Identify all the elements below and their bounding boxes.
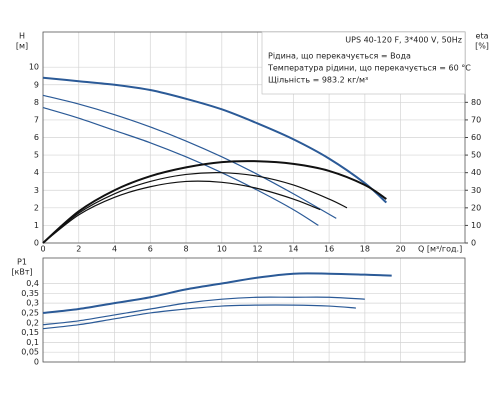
plot-frame	[42, 257, 466, 363]
curve	[42, 304, 356, 330]
y-axis-unit: [кВт]	[11, 268, 32, 277]
y-tick-label: 6	[34, 133, 39, 142]
y2-axis-label: eta	[476, 32, 489, 41]
plot-frame	[42, 31, 466, 244]
curve	[42, 171, 348, 244]
x-tick-label: 8	[184, 245, 189, 254]
x-tick-label: 20	[396, 245, 406, 254]
curve	[42, 296, 365, 326]
y-tick-label: 0,05	[21, 348, 39, 357]
y2-tick-label: 30	[471, 186, 481, 195]
y-tick-label: 1	[34, 221, 39, 230]
x-axis-label: Q [м³/год.]	[418, 245, 462, 254]
x-tick-label: 18	[360, 245, 370, 254]
y-tick-label: 0	[34, 239, 39, 248]
x-tick-label: 16	[324, 245, 334, 254]
y2-tick-label: 50	[471, 151, 481, 160]
y-tick-label: 9	[34, 80, 39, 89]
y-axis-label: H	[19, 32, 25, 41]
curve	[42, 76, 387, 204]
info-box	[261, 31, 466, 95]
x-tick-label: 4	[112, 245, 117, 254]
y2-tick-label: 40	[471, 168, 481, 177]
y-tick-label: 8	[34, 98, 39, 107]
curve	[42, 272, 392, 314]
y-tick-label: 0,2	[26, 318, 39, 327]
x-tick-label: 2	[76, 245, 81, 254]
y-axis-label: P1	[17, 258, 27, 267]
x-tick-label: 0	[40, 245, 45, 254]
y-tick-label: 2	[34, 203, 39, 212]
curve	[42, 94, 337, 219]
annotation: Температура рідини, що перекачується = 6…	[267, 64, 471, 73]
x-tick-label: 6	[148, 245, 153, 254]
y2-tick-label: 60	[471, 133, 481, 142]
y-tick-label: 4	[34, 168, 39, 177]
annotation: Рідина, що перекачується = Вода	[268, 52, 411, 61]
y-tick-label: 7	[34, 115, 39, 124]
y-tick-label: 0,4	[26, 279, 39, 288]
annotation: Щільність = 983.2 кг/м³	[268, 76, 368, 85]
curve	[42, 160, 387, 244]
curve	[42, 180, 321, 244]
y-tick-label: 3	[34, 186, 39, 195]
y-tick-label: 0,25	[21, 308, 39, 317]
y-tick-label: 0,35	[21, 289, 39, 298]
y2-tick-label: 20	[471, 203, 481, 212]
y-tick-label: 0,15	[21, 328, 39, 337]
y-tick-label: 5	[34, 151, 39, 160]
y2-tick-label: 80	[471, 98, 481, 107]
x-tick-label: 10	[217, 245, 227, 254]
y-tick-label: 0,1	[26, 338, 39, 347]
y2-tick-label: 0	[471, 239, 476, 248]
y-tick-label: 10	[29, 63, 39, 72]
x-tick-label: 14	[288, 245, 298, 254]
curve	[42, 107, 319, 226]
y2-axis-unit: [%]	[475, 42, 489, 51]
annotation: UPS 40-120 F, 3*400 V, 50Hz	[345, 36, 462, 45]
y2-tick-label: 70	[471, 115, 481, 124]
y2-tick-label: 10	[471, 221, 481, 230]
y-tick-label: 0,3	[26, 299, 39, 308]
y-axis-unit: [м]	[16, 42, 28, 51]
x-tick-label: 12	[252, 245, 262, 254]
y-tick-label: 0	[34, 358, 39, 367]
